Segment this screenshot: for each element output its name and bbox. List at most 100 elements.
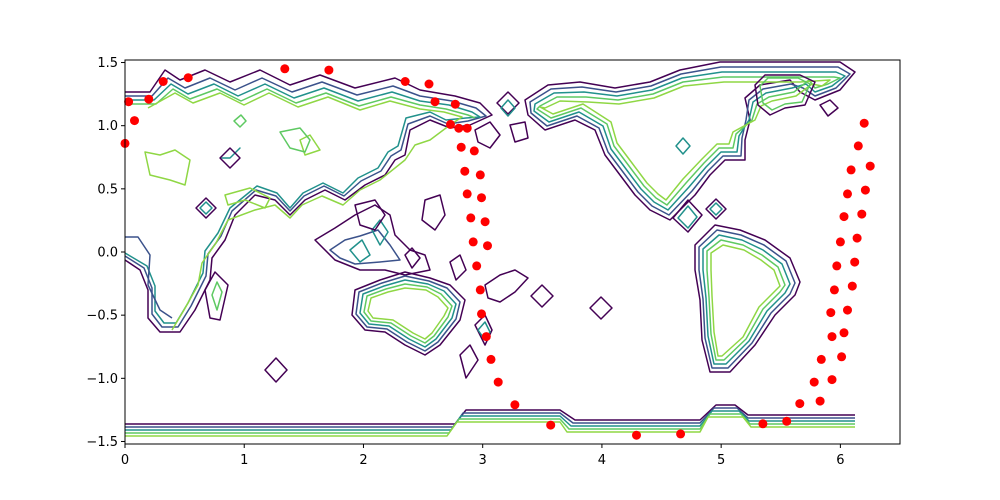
- scatter-point: [758, 419, 768, 429]
- scatter-point: [469, 146, 479, 156]
- x-axis: 0 1 2 3 4 5 6: [121, 444, 845, 468]
- contour-pacific-8: [509, 121, 529, 143]
- contour-australia-2: [355, 275, 461, 352]
- scatter-point: [468, 237, 478, 247]
- contour-pacific-5: [500, 99, 516, 117]
- contour-gulf-dia: [675, 137, 691, 155]
- scatter-point: [676, 429, 686, 439]
- x-tick-label: 5: [717, 453, 725, 468]
- x-tick-label: 3: [479, 453, 487, 468]
- y-tick-label: −1.0: [86, 372, 118, 387]
- contour-samerica-2: [698, 229, 796, 369]
- scatter-point: [183, 73, 193, 83]
- scatter-point: [462, 123, 472, 133]
- scatter-point: [839, 212, 849, 222]
- contour-namerica-5: [539, 79, 831, 201]
- scatter-point: [430, 97, 440, 107]
- scatter-point: [462, 189, 472, 199]
- contour-australia-4: [363, 283, 453, 344]
- contour-australia-3: [359, 279, 457, 348]
- contour-pacific-2: [530, 284, 554, 308]
- contour-namerica-outer: [524, 61, 856, 221]
- scatter-point: [456, 142, 466, 152]
- scatter-point: [839, 328, 849, 338]
- scatter-point: [835, 237, 845, 247]
- scatter-point: [843, 189, 852, 199]
- scatter-point: [795, 399, 805, 409]
- scatter-series: [120, 64, 875, 440]
- scatter-point: [865, 161, 875, 171]
- contour-seasia-outer: [314, 204, 431, 276]
- contour-pacific-4: [496, 91, 520, 115]
- scatter-point: [827, 375, 837, 385]
- scatter-point: [860, 185, 870, 195]
- contour-cuba: [672, 199, 703, 233]
- scatter-point: [454, 123, 464, 133]
- scatter-point: [847, 281, 857, 291]
- y-tick-label: −0.5: [86, 309, 118, 324]
- contour-diamond-5: [199, 201, 213, 215]
- contour-pacific-3: [589, 296, 613, 320]
- scatter-point: [829, 285, 839, 295]
- contour-florida-diamond-2: [709, 202, 723, 216]
- scatter-point: [852, 233, 862, 243]
- contour-samerica-5: [710, 244, 781, 357]
- scatter-point: [475, 170, 485, 180]
- x-tick-label: 0: [121, 453, 129, 468]
- scatter-point: [450, 99, 460, 109]
- contour-eurasia-outer: [125, 69, 493, 333]
- scatter-point: [832, 261, 842, 271]
- scatter-point: [477, 309, 486, 319]
- contour-africa-left: [125, 236, 173, 319]
- contour-namerica-4: [536, 76, 841, 206]
- scatter-point: [815, 396, 825, 406]
- scatter-point: [846, 165, 856, 175]
- y-tick-label: −1.5: [86, 435, 118, 450]
- scatter-point: [480, 217, 490, 227]
- contour-inner-blob: [224, 187, 271, 209]
- contour-mediterranean: [144, 149, 191, 186]
- contour-samerica-3: [702, 234, 791, 365]
- scatter-point: [850, 257, 860, 267]
- contour-seasia-2: [329, 229, 401, 265]
- scatter-point: [424, 79, 434, 89]
- scatter-point: [826, 308, 836, 318]
- contour-eurasia-2: [125, 77, 487, 328]
- contour-australia-outer: [351, 271, 466, 356]
- scatter-point: [475, 285, 485, 295]
- y-axis: −1.5 −1.0 −0.5 0.0 0.5 1.0 1.5: [86, 56, 125, 450]
- x-tick-label: 4: [598, 453, 606, 468]
- scatter-point: [853, 141, 863, 151]
- contour-eurasia-5: [147, 92, 463, 331]
- scatter-point: [486, 354, 496, 364]
- contour-layer: [125, 61, 856, 437]
- scatter-point: [446, 119, 455, 129]
- contour-namerica-2: [529, 66, 851, 216]
- contour-greenland: [819, 99, 839, 117]
- contour-philippines: [449, 254, 467, 281]
- contour-nz-3: [459, 344, 479, 379]
- scatter-point: [837, 352, 847, 362]
- scatter-point: [124, 97, 134, 107]
- contour-japan: [421, 194, 446, 231]
- scatter-point: [280, 64, 290, 74]
- scatter-point: [809, 377, 819, 387]
- contour-diamond-4: [195, 197, 217, 219]
- contour-seasia-4: [371, 219, 389, 246]
- contour-pacific-1: [264, 357, 288, 383]
- scatter-point: [859, 118, 869, 128]
- contour-hudson-1: [754, 74, 816, 116]
- scatter-point: [843, 305, 852, 315]
- scatter-point: [477, 193, 486, 203]
- scatter-point: [460, 166, 470, 176]
- contour-mada-1: [204, 271, 229, 321]
- scatter-point: [481, 332, 491, 342]
- contour-pacific-6: [484, 269, 529, 303]
- scatter-point: [483, 241, 492, 251]
- scatter-point: [632, 430, 641, 440]
- scatter-point: [546, 420, 556, 430]
- contour-diamond-3: [233, 114, 247, 128]
- contour-namerica-3: [533, 71, 846, 211]
- scatter-point: [158, 77, 168, 86]
- contour-hudson-2: [759, 77, 811, 111]
